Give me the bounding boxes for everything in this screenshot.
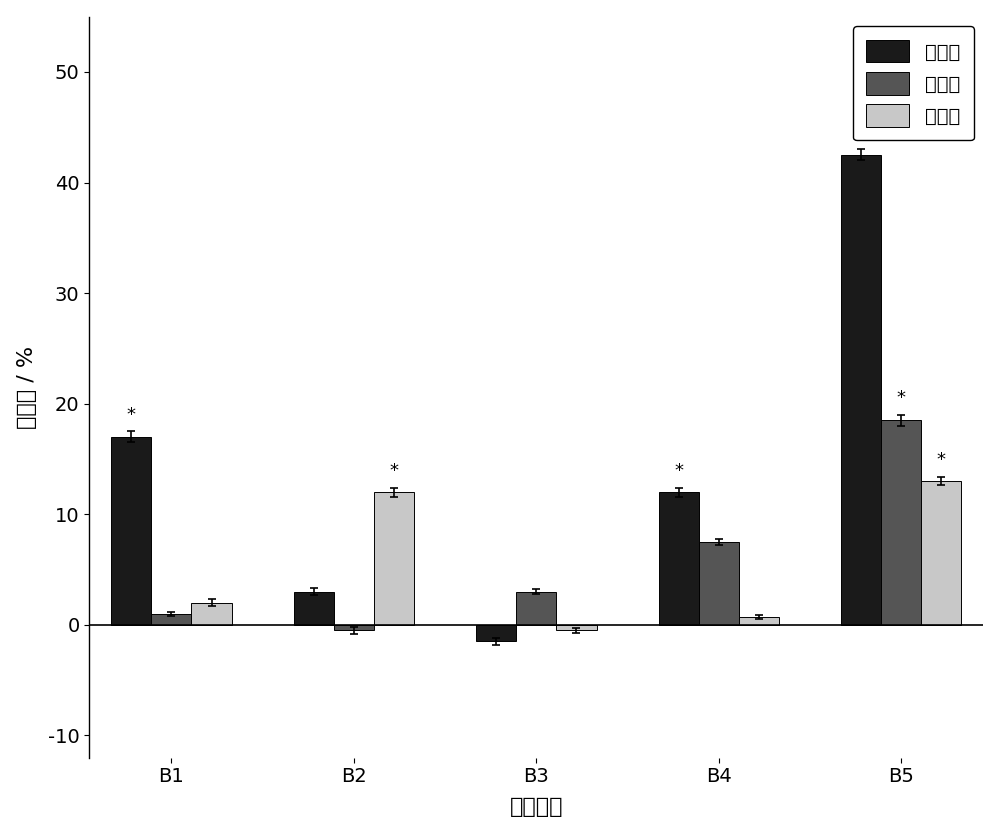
Bar (739, 617, 779, 625)
Y-axis label: 降酸率 / %: 降酸率 / % (17, 345, 37, 429)
Bar (191, 603, 232, 625)
Text: *: * (674, 462, 683, 480)
X-axis label: 菌株编号: 菌株编号 (510, 797, 563, 817)
Bar (151, 614, 191, 625)
Text: *: * (897, 389, 906, 407)
Bar (699, 542, 739, 625)
Bar (476, 625, 516, 641)
Text: *: * (937, 451, 946, 469)
Bar (334, 625, 374, 631)
Bar (556, 625, 597, 631)
Text: **: ** (852, 123, 870, 142)
Bar (516, 591, 556, 625)
Bar (881, 420, 921, 625)
Bar (294, 591, 334, 625)
Bar (841, 155, 881, 625)
Bar (111, 437, 151, 625)
Text: *: * (389, 462, 398, 480)
Text: *: * (127, 405, 136, 424)
Bar (659, 492, 699, 625)
Bar (374, 492, 414, 625)
Legend: 苹果酸, 柠檬酸, 酒石酸: 苹果酸, 柠檬酸, 酒石酸 (853, 27, 974, 140)
Bar (921, 481, 961, 625)
